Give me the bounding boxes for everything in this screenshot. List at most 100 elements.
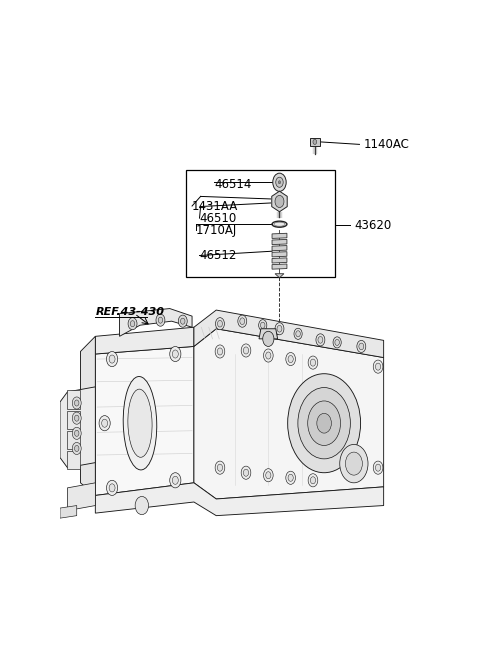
Circle shape [275,195,284,207]
Circle shape [296,331,300,337]
Circle shape [172,350,178,358]
Text: 46510: 46510 [200,212,237,224]
Circle shape [109,355,115,363]
Circle shape [286,471,296,484]
Circle shape [266,352,271,359]
Circle shape [109,484,115,492]
Polygon shape [272,258,287,263]
Circle shape [72,442,81,455]
Circle shape [216,318,225,330]
Polygon shape [67,411,81,429]
Circle shape [308,474,318,487]
Circle shape [241,466,251,480]
Circle shape [288,374,360,473]
Circle shape [273,173,286,192]
Circle shape [217,348,223,355]
Circle shape [178,315,187,327]
Polygon shape [272,264,287,269]
Text: 1140AC: 1140AC [363,138,409,151]
Circle shape [357,340,366,352]
Circle shape [288,356,293,363]
Circle shape [217,320,222,327]
Circle shape [158,317,163,323]
Circle shape [107,352,118,367]
Circle shape [135,497,148,515]
Polygon shape [67,390,81,409]
Circle shape [286,352,296,365]
Polygon shape [96,483,384,516]
Circle shape [313,139,317,144]
Text: 1431AA: 1431AA [192,199,238,213]
Circle shape [373,461,383,474]
Circle shape [294,328,302,339]
Circle shape [102,419,108,427]
Polygon shape [259,329,277,339]
Circle shape [263,331,274,346]
Circle shape [288,474,293,482]
Polygon shape [67,431,81,449]
Circle shape [359,343,364,350]
Circle shape [180,318,185,324]
Text: 1710AJ: 1710AJ [196,224,237,237]
Circle shape [74,445,79,451]
Polygon shape [67,451,81,469]
Text: 46514: 46514 [215,178,252,192]
Circle shape [215,461,225,474]
Circle shape [340,444,368,483]
Circle shape [298,388,350,459]
Circle shape [276,177,283,188]
Circle shape [277,325,282,332]
Polygon shape [194,310,384,358]
Circle shape [72,412,81,424]
Polygon shape [81,337,96,495]
Circle shape [74,415,79,421]
Polygon shape [310,138,320,146]
Polygon shape [96,327,194,354]
Circle shape [217,464,223,471]
Polygon shape [60,387,96,468]
Polygon shape [67,483,96,510]
Circle shape [72,427,81,440]
Polygon shape [96,346,194,495]
Circle shape [243,469,249,476]
Circle shape [74,400,79,406]
Ellipse shape [128,389,152,457]
Circle shape [278,181,281,184]
Circle shape [259,319,267,331]
Circle shape [375,363,381,370]
Ellipse shape [274,222,285,226]
Circle shape [264,349,273,362]
Circle shape [335,339,339,346]
Circle shape [311,477,315,484]
Circle shape [261,322,265,328]
Circle shape [128,318,137,330]
Circle shape [311,359,315,366]
Circle shape [266,472,271,479]
Ellipse shape [123,377,157,470]
Circle shape [264,468,273,482]
Circle shape [172,476,178,484]
Circle shape [375,464,381,471]
Circle shape [316,334,325,346]
Text: REF.43-430: REF.43-430 [96,307,164,317]
Polygon shape [272,252,287,257]
Circle shape [130,321,135,327]
Circle shape [275,323,284,335]
Circle shape [156,314,165,326]
Circle shape [215,345,225,358]
Circle shape [308,401,340,445]
Bar [186,170,335,277]
Circle shape [170,473,181,488]
Circle shape [72,397,81,409]
Circle shape [308,356,318,369]
Circle shape [346,452,362,475]
Circle shape [333,337,341,348]
Polygon shape [272,191,287,212]
Text: 43620: 43620 [354,218,391,232]
Polygon shape [275,274,284,277]
Polygon shape [272,245,287,251]
Circle shape [373,360,383,373]
Circle shape [240,318,245,325]
Circle shape [243,347,249,354]
Circle shape [317,413,331,433]
